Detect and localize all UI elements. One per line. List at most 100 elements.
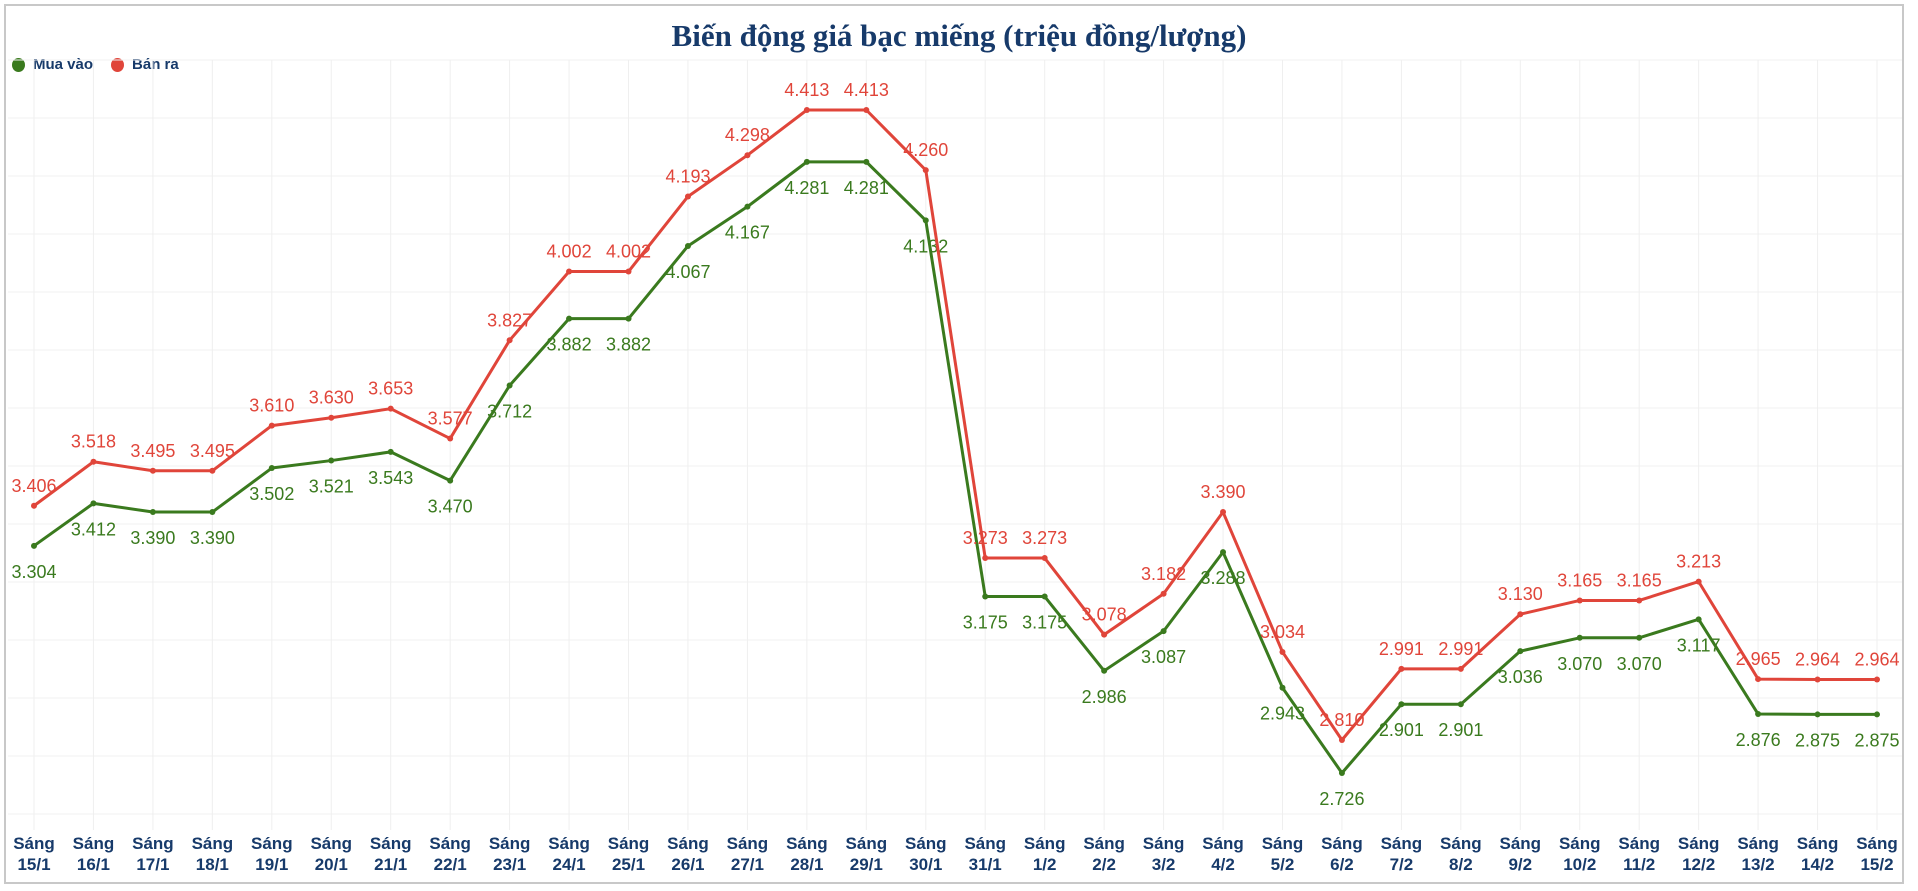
data-label: 3.117 [1677,635,1721,655]
data-point [1755,711,1762,718]
data-point [1814,711,1821,718]
data-point [31,542,37,549]
data-point [90,500,97,507]
x-tick-label: Sáng [251,834,293,853]
x-tick-label: 12/2 [1682,855,1715,874]
data-label: 3.070 [1557,654,1602,674]
data-point [982,555,989,562]
data-label: 3.653 [368,379,413,399]
x-tick-label: Sáng [192,834,234,853]
x-tick-label: 3/2 [1152,855,1176,874]
data-label: 3.502 [249,484,294,504]
x-tick-label: 2/2 [1092,855,1116,874]
data-point [506,382,513,389]
data-label: 3.577 [428,409,473,429]
data-label: 2.991 [1438,639,1483,659]
x-tick-label: 15/2 [1860,855,1893,874]
x-tick-label: 29/1 [850,855,883,874]
x-tick-label: 6/2 [1330,855,1354,874]
data-label: 3.543 [368,468,413,488]
x-tick-label: 25/1 [612,855,645,874]
data-label: 3.406 [11,476,56,496]
x-tick-label: 20/1 [315,855,348,874]
legend-marker-ban-ra [111,57,125,72]
data-label: 3.390 [1201,482,1246,502]
data-label: 3.495 [130,441,175,461]
x-tick-label: Sáng [727,834,769,853]
data-label: 3.610 [249,396,294,416]
x-tick-label: 5/2 [1271,855,1295,874]
data-point [684,193,691,200]
data-label: 3.712 [487,401,532,421]
x-tick-label: 27/1 [731,855,764,874]
x-tick-label: Sáng [370,834,412,853]
x-tick-label: 4/2 [1211,855,1235,874]
chart-frame [4,4,1904,884]
data-label: 3.882 [606,335,651,355]
data-label: 3.390 [190,528,235,548]
x-tick-label: Sáng [1381,834,1423,853]
data-label: 2.965 [1736,649,1781,669]
data-label: 4.067 [665,262,710,282]
data-point [1160,628,1167,635]
x-tick-label: 19/1 [255,855,288,874]
data-point [1338,736,1345,743]
data-label: 2.875 [1854,730,1899,750]
data-point [1101,667,1108,674]
x-tick-label: Sáng [73,834,115,853]
x-tick-label: 28/1 [790,855,823,874]
x-tick-label: Sáng [1559,834,1601,853]
x-tick-label: Sáng [786,834,828,853]
data-point [566,268,573,275]
data-label: 3.165 [1557,570,1602,590]
data-label: 2.986 [1082,687,1127,707]
data-point [268,465,275,472]
data-label: 3.630 [309,388,354,408]
data-label: 4.298 [725,125,770,145]
x-tick-label: Sáng [1618,834,1660,853]
x-tick-label: 10/2 [1563,855,1596,874]
x-tick-label: 14/2 [1801,855,1834,874]
x-tick-label: Sáng [548,834,590,853]
data-point [1695,578,1702,585]
data-label: 3.882 [547,335,592,355]
data-point [1457,701,1464,708]
x-tick-label: 18/1 [196,855,229,874]
data-point [90,458,97,465]
x-tick-label: 23/1 [493,855,526,874]
data-point [1874,711,1880,718]
data-point [1398,701,1405,708]
data-point [328,414,335,421]
x-tick-label: Sáng [13,834,55,853]
x-tick-label: Sáng [1262,834,1304,853]
x-tick-label: Sáng [1321,834,1363,853]
data-label: 2.991 [1379,639,1424,659]
x-tick-label: 11/2 [1623,855,1655,874]
data-label: 2.875 [1795,730,1840,750]
data-label: 3.521 [309,477,354,497]
x-tick-label: Sáng [1500,834,1542,853]
x-tick-label: 13/2 [1742,855,1775,874]
data-point [1695,616,1702,623]
data-point [1755,676,1762,683]
data-label: 4.413 [784,80,829,100]
x-tick-label: 7/2 [1390,855,1414,874]
legend-marker-mua-vao [12,57,25,72]
data-point [328,457,335,464]
data-point [982,593,989,600]
x-tick-label: Sáng [1856,834,1898,853]
data-point [1398,665,1405,672]
x-tick-label: 26/1 [671,855,704,874]
data-label: 3.304 [11,562,56,582]
data-label: 4.281 [844,178,889,198]
data-point [803,158,810,165]
data-point [387,405,394,412]
x-tick-label: Sáng [608,834,650,853]
x-tick-label: Sáng [667,834,709,853]
data-label: 3.175 [963,613,1008,633]
x-tick-label: Sáng [132,834,174,853]
data-label: 2.943 [1260,704,1305,724]
data-point [1874,676,1880,683]
data-label: 3.273 [963,528,1008,548]
x-tick-label: 1/2 [1033,855,1057,874]
